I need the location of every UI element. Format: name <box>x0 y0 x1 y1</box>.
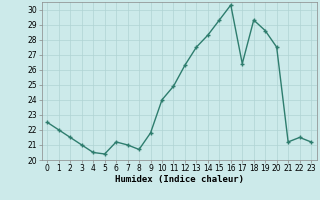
X-axis label: Humidex (Indice chaleur): Humidex (Indice chaleur) <box>115 175 244 184</box>
